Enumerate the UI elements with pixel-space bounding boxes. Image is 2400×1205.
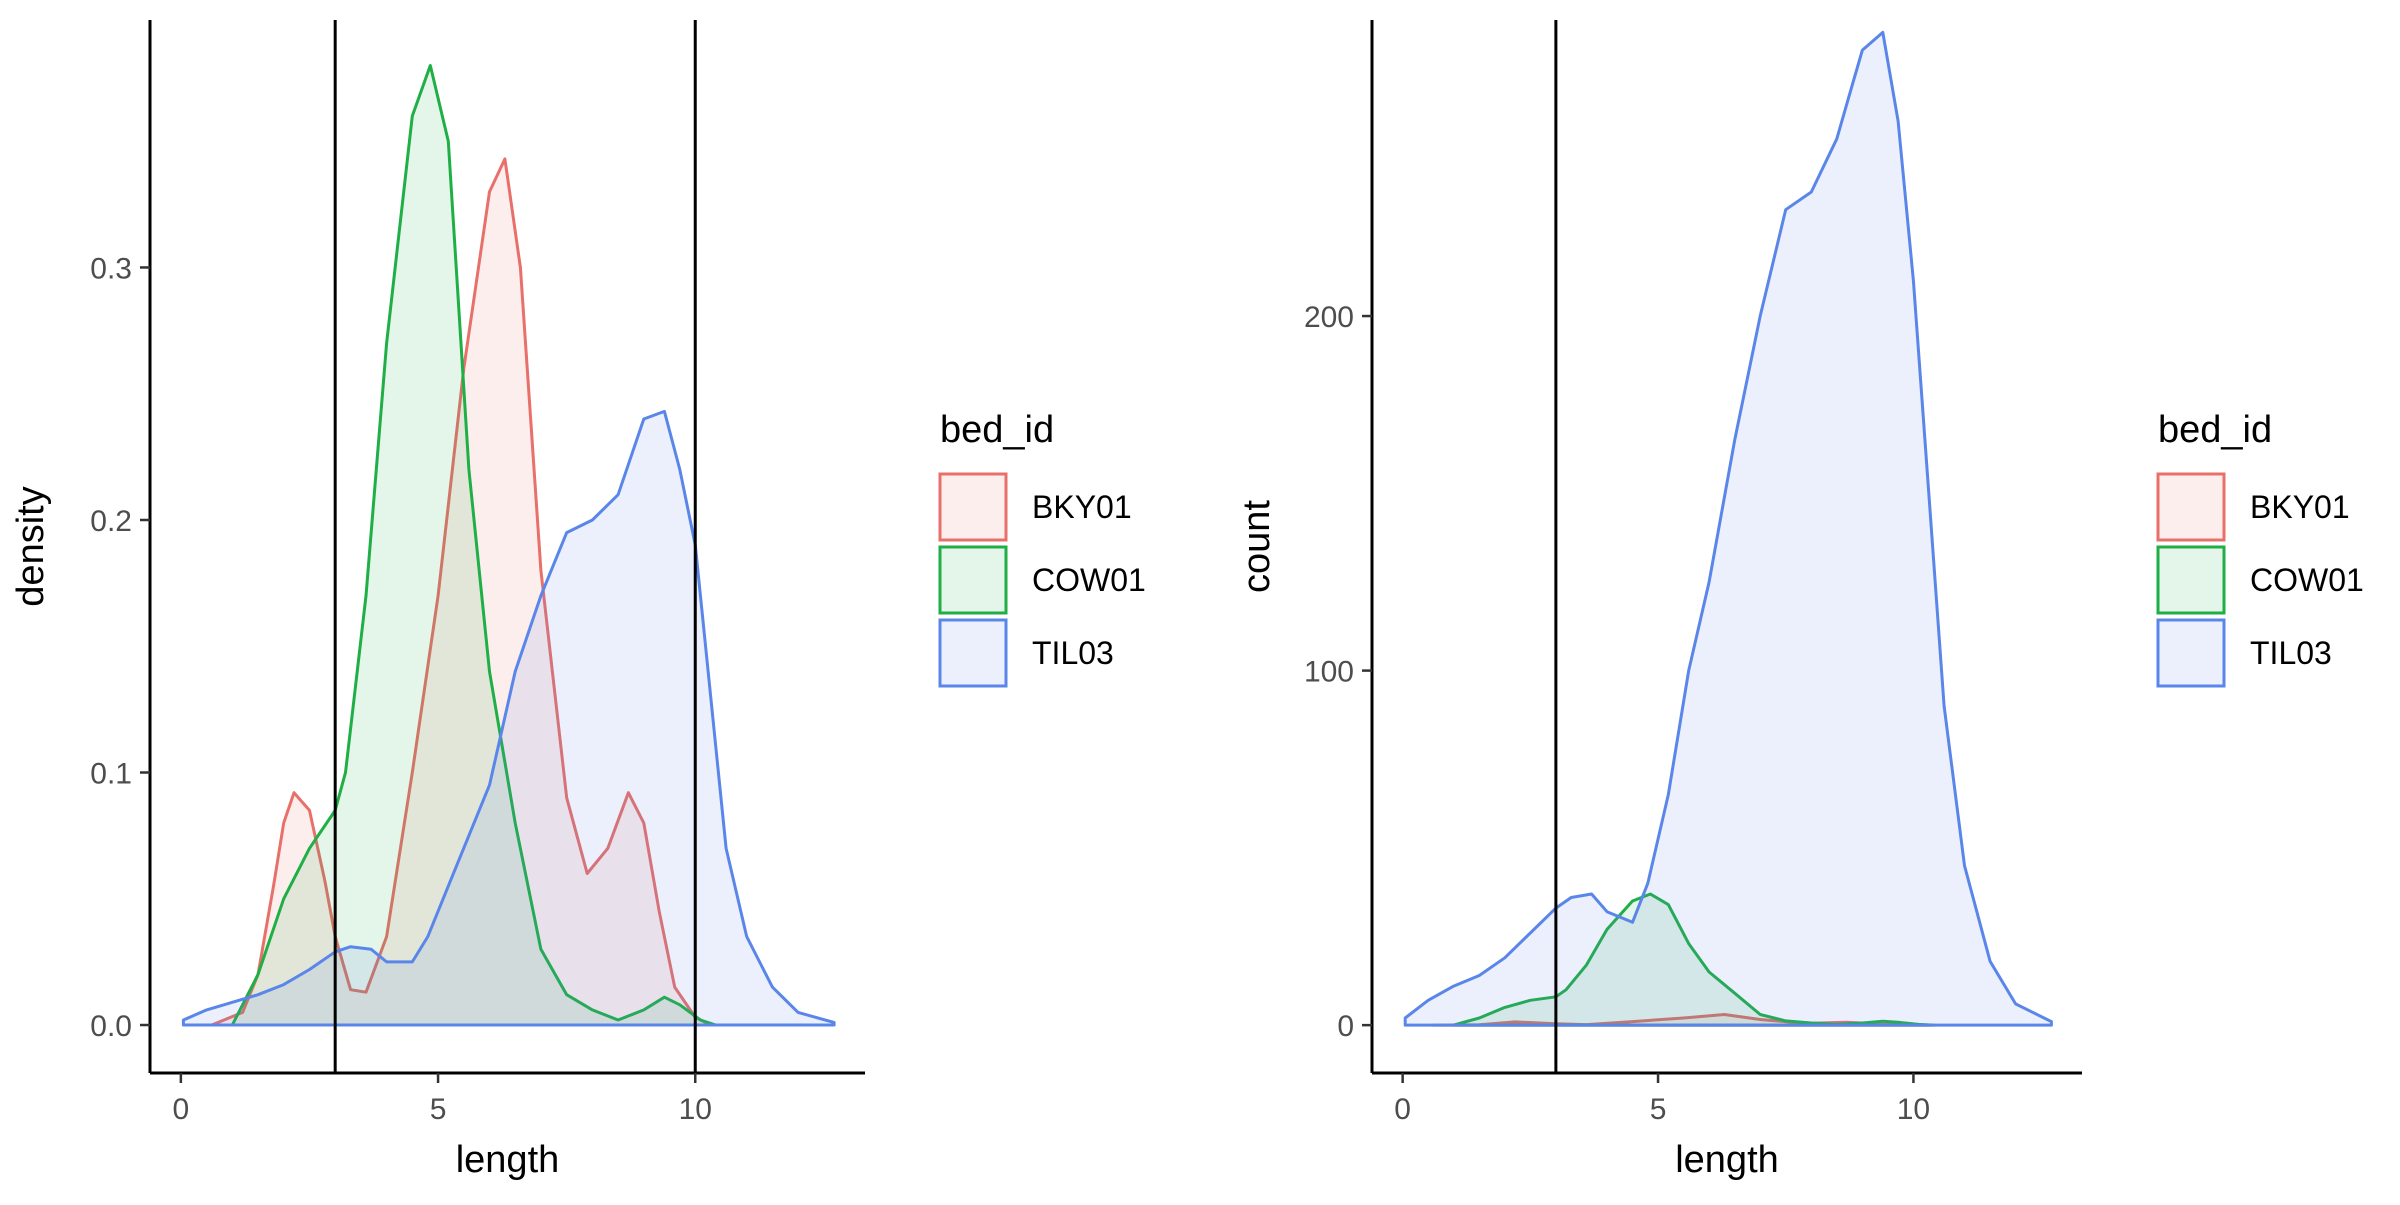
series-area-cow01 <box>1452 892 1936 1027</box>
x-tick-label: 0 <box>173 1093 190 1126</box>
x-tick-label: 10 <box>1897 1093 1930 1126</box>
y-tick-label: 0.2 <box>90 505 132 538</box>
y-tick-label: 0.1 <box>90 758 132 791</box>
legend-label: BKY01 <box>2250 489 2350 525</box>
y-axis-title: density <box>10 486 52 606</box>
y-tick-label: 0.0 <box>90 1010 132 1043</box>
density-panel: 0 5 10 0.0 0.1 0.2 0.3 length density bed_id BKY01… <box>10 20 1146 1181</box>
legend-title: bed_id <box>2158 409 2272 451</box>
series-area-til03 <box>1403 30 2053 1027</box>
y-tick-label: 0.3 <box>90 252 132 285</box>
legend-key-til03 <box>938 618 1008 688</box>
x-tick-label: 0 <box>1394 1093 1411 1126</box>
y-tick-label: 200 <box>1304 301 1354 334</box>
y-tick-label: 0 <box>1337 1010 1354 1043</box>
legend-key-bky01 <box>2156 472 2226 542</box>
legend-label: BKY01 <box>1032 489 1132 525</box>
legend-title: bed_id <box>940 409 1054 451</box>
legend-label: COW01 <box>1032 562 1146 598</box>
legend-label: COW01 <box>2250 562 2364 598</box>
legend-key-cow01 <box>938 545 1008 615</box>
legend: bed_id BKY01 COW01 TIL03 <box>2156 409 2364 688</box>
y-tick-label: 100 <box>1304 656 1354 689</box>
legend-label: TIL03 <box>2250 635 2332 671</box>
x-tick-label: 5 <box>1650 1093 1667 1126</box>
legend-key-til03 <box>2156 618 2226 688</box>
x-tick-label: 10 <box>679 1093 712 1126</box>
legend-key-bky01 <box>938 472 1008 542</box>
legend-key-cow01 <box>2156 545 2226 615</box>
x-axis-title: length <box>1675 1139 1779 1181</box>
count-panel: 0 5 100100200lengthcountbed_idBKY01COW01TI… <box>1236 20 2364 1181</box>
series-area-cow01 <box>230 64 718 1027</box>
legend-label: TIL03 <box>1032 635 1114 671</box>
x-axis-title: length <box>456 1139 560 1181</box>
series-area-til03 <box>181 409 836 1027</box>
y-axis-title: count <box>1236 500 1278 593</box>
legend: bed_id BKY01 COW01 TIL03 <box>938 409 1146 688</box>
x-tick-label: 5 <box>430 1093 447 1126</box>
